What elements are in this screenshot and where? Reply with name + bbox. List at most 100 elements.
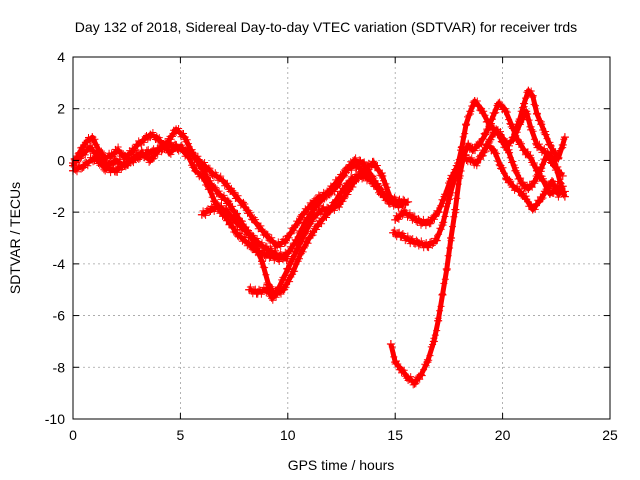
data-point [434,316,443,325]
data-point [526,122,535,131]
data-point [253,288,262,297]
data-point [316,192,325,201]
data-point [545,140,554,149]
x-tick-label: 20 [495,427,511,443]
data-point [496,161,505,170]
data-point [305,234,314,242]
data-point [515,115,524,124]
data-point [288,270,297,279]
data-point [367,171,376,180]
data-point [144,148,153,157]
series-arc-f [386,98,567,389]
data-point [399,208,408,217]
data-point [154,146,163,155]
axis-ticks: 0 5 10 15 20 25 -10 -8 -6 -4 -2 0 2 4 [45,49,618,443]
data-point [215,190,224,199]
data-point [494,99,503,108]
data-point [541,187,550,196]
data-point [532,109,541,118]
y-tick-label: 2 [57,101,65,117]
data-point [191,166,200,175]
data-point [133,140,142,149]
data-point [114,146,123,155]
data-point [341,166,350,175]
data-point [558,140,567,149]
data-point [333,182,342,191]
data-point [509,182,518,191]
series-arc-c [69,138,408,250]
data-point [389,228,398,237]
data-point [404,197,413,206]
data-point [298,210,307,219]
data-point [369,159,378,168]
data-point [111,166,120,175]
data-point [251,218,260,227]
data-point [206,205,215,214]
data-point [290,223,299,232]
data-point [530,177,539,186]
data-point [275,252,284,261]
data-point [378,171,387,180]
data-point [410,378,419,387]
data-point [526,153,535,162]
data-point [434,208,443,217]
data-point [524,184,533,193]
data-point [447,234,456,242]
data-point [416,371,425,380]
data-point [408,213,417,222]
data-point [249,234,258,242]
data-point [429,337,438,346]
data-point [326,205,335,214]
data-point [490,146,499,155]
data-point [268,293,277,302]
data-point [258,257,267,266]
series-arc-j [477,139,569,214]
data-point [406,236,415,245]
data-point [90,153,99,162]
data-point [477,151,486,160]
data-point [560,187,569,196]
data-point [283,265,292,274]
chart-title: Day 132 of 2018, Sidereal Day-to-day VTE… [75,19,577,35]
y-tick-label: 0 [57,152,65,168]
data-point [528,91,537,100]
x-tick-label: 15 [387,427,403,443]
data-point [223,208,232,217]
data-point [307,200,316,209]
data-point [483,140,492,149]
data-point [425,218,434,227]
data-point [397,231,406,240]
data-point [240,202,249,211]
y-tick-label: -8 [53,359,66,375]
data-point [86,143,95,152]
data-point [537,120,546,129]
data-point [139,135,148,144]
data-point [397,365,406,374]
data-point [240,226,249,235]
data-series [69,86,569,389]
data-point [423,241,432,250]
data-point [416,218,425,227]
data-point [352,174,361,183]
series-arc-d [197,201,292,265]
data-point [187,148,196,157]
x-axis-label: GPS time / hours [288,457,395,473]
data-point [81,138,90,147]
data-point [232,228,241,237]
data-point [318,205,327,214]
data-point [438,221,447,230]
data-point [309,213,318,222]
data-point [517,179,526,188]
data-point [122,159,131,168]
series-arc-i [509,86,569,163]
data-point [262,285,271,294]
data-point [208,169,217,178]
data-point [423,358,432,367]
data-point [539,177,548,186]
data-point [541,130,550,139]
data-point [548,177,557,186]
x-tick-label: 10 [280,427,296,443]
grid [73,57,610,419]
data-point [438,290,447,299]
